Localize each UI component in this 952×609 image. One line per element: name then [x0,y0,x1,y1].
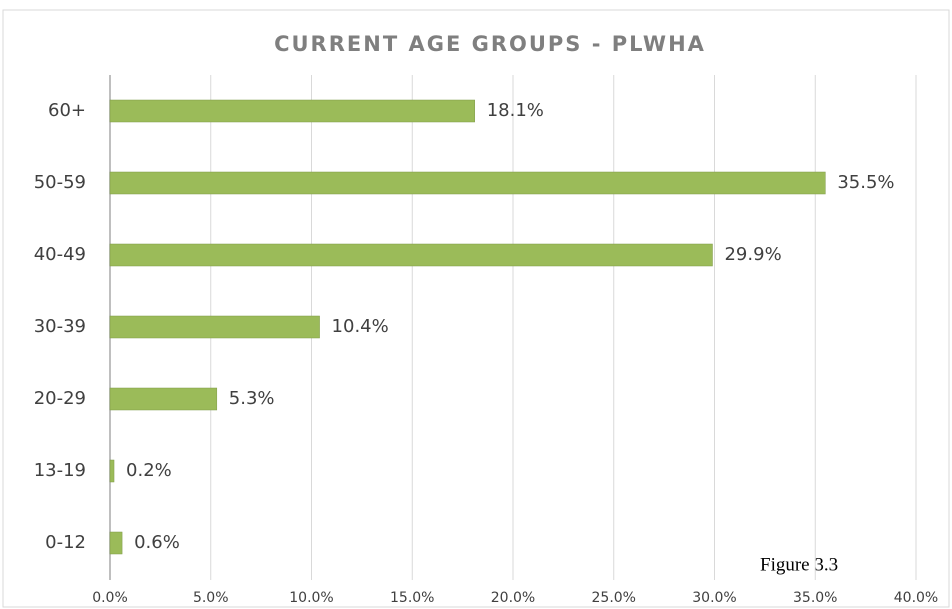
x-tick-label: 30.0% [692,590,736,606]
y-tick-label: 13-19 [34,460,86,481]
bar [109,387,218,411]
x-tick-label: 40.0% [894,590,938,606]
x-tick-label: 5.0% [193,590,229,606]
y-tick-label: 50-59 [34,172,86,193]
y-tick-label: 30-39 [34,316,86,337]
y-tick-label: 0-12 [45,532,86,553]
bar [109,171,826,195]
chart-title: CURRENT AGE GROUPS - PLWHA [274,32,706,56]
y-tick-label: 20-29 [34,388,86,409]
x-tick-label: 35.0% [793,590,837,606]
bar [109,243,713,267]
bar [109,459,115,483]
bar [109,531,123,555]
bar [109,315,320,339]
data-label: 0.6% [134,532,180,553]
data-label: 35.5% [837,172,894,193]
data-label: 18.1% [487,100,544,121]
annotation: Figure 3.3 [760,554,838,575]
y-tick-label: 40-49 [34,244,86,265]
bar [109,99,475,123]
x-tick-label: 10.0% [289,590,333,606]
x-tick-label: 15.0% [390,590,434,606]
x-tick-label: 0.0% [92,590,128,606]
x-tick-label: 25.0% [592,590,636,606]
data-label: 5.3% [229,388,275,409]
x-tick-label: 20.0% [491,590,535,606]
chart-border [2,9,950,608]
data-label: 0.2% [126,460,172,481]
data-label: 10.4% [332,316,389,337]
data-label: 29.9% [724,244,781,265]
y-tick-label: 60+ [48,100,86,121]
